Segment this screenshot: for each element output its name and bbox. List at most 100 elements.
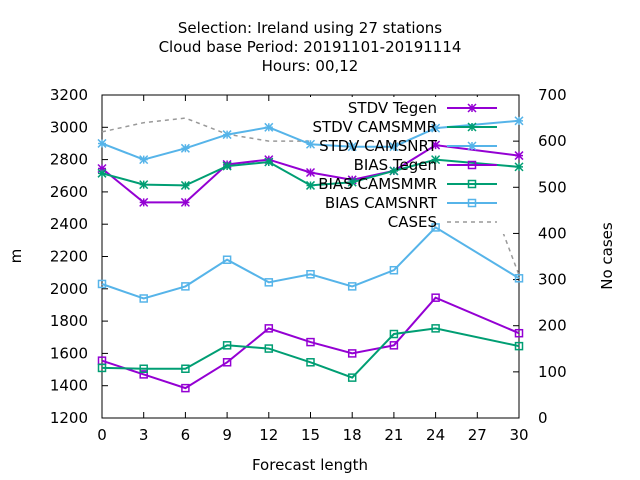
- legend-label-stdv-tegen: STDV Tegen: [348, 99, 437, 117]
- axis-ticks: 0 3 6 9 12 15 18 21 24 27 30 1200 1400 1600 1800 2000 22…: [50, 86, 567, 444]
- data-point-stdv-camsmmr: [431, 155, 441, 165]
- series-bias-camsmmr: [97, 324, 524, 382]
- y-tick-label: 3000: [50, 118, 88, 136]
- x-tick-label: 27: [468, 426, 487, 444]
- series-line-stdv-camsnrt: [101, 119, 520, 161]
- y2-tick-label: 400: [538, 224, 567, 242]
- data-point-bias-camsmmr: [97, 363, 107, 373]
- data-point-bias-camsmmr: [264, 344, 274, 353]
- series-stdv-camsnrt: [97, 116, 524, 165]
- data-point-bias-tegen: [264, 324, 274, 333]
- data-point-bias-camsnrt: [431, 223, 440, 232]
- x-tick-label: 3: [139, 426, 149, 444]
- y2-tick-label: 700: [538, 86, 567, 104]
- y2-tick-label: 600: [538, 132, 567, 150]
- data-point-stdv-camsmmr: [347, 177, 357, 187]
- series-bias-tegen: [97, 293, 524, 393]
- x-tick-label: 30: [509, 426, 528, 444]
- series-layer: [97, 97, 524, 393]
- legend-marker-bias-camsnrt: [467, 198, 477, 208]
- y2-tick-label: 500: [538, 178, 567, 196]
- data-point-stdv-camsnrt: [97, 138, 107, 148]
- data-point-bias-camsnrt: [97, 279, 107, 289]
- data-point-stdv-camsmmr: [389, 166, 399, 176]
- data-point-bias-camsmmr: [389, 329, 399, 339]
- x-tick-label: 0: [97, 426, 107, 444]
- legend-label-bias-camsnrt: BIAS CAMSNRT: [325, 194, 438, 212]
- data-point-stdv-camsmmr: [305, 180, 316, 190]
- data-point-stdv-camsnrt: [264, 122, 274, 132]
- data-point-bias-camsnrt: [306, 270, 315, 279]
- x-tick-label: 12: [259, 426, 278, 444]
- title-line-1: Selection: Ireland using 27 stations: [178, 19, 442, 37]
- y-tick-label: 1800: [50, 312, 88, 330]
- series-line-bias-camsmmr: [101, 327, 520, 379]
- data-point-stdv-camsnrt: [180, 143, 190, 153]
- data-point-stdv-camsmmr: [264, 157, 274, 167]
- legend-label-stdv-camsmmr: STDV CAMSMMR: [312, 118, 437, 136]
- legend-marker-stdv-tegen: [467, 103, 477, 113]
- y2-tick-label: 300: [538, 271, 567, 289]
- y-tick-label: 2400: [50, 215, 88, 233]
- data-point-bias-camsmmr: [181, 364, 190, 373]
- y-axis-label: m: [7, 249, 25, 264]
- y-tick-label: 3200: [50, 86, 88, 104]
- data-point-stdv-camsmmr: [180, 180, 190, 190]
- data-point-stdv-camsnrt: [222, 130, 232, 140]
- x-tick-label: 18: [343, 426, 362, 444]
- y-tick-label: 2200: [50, 248, 88, 266]
- y-tick-label: 2800: [50, 151, 88, 169]
- data-point-bias-camsmmr: [431, 324, 440, 333]
- x-tick-label: 6: [181, 426, 191, 444]
- x-tick-label: 15: [301, 426, 320, 444]
- data-point-bias-tegen: [431, 293, 440, 302]
- series-line-stdv-camsmmr: [101, 158, 520, 187]
- x-tick-label: 9: [222, 426, 232, 444]
- legend-marker-stdv-camsnrt: [467, 141, 477, 151]
- data-point-stdv-camsnrt: [389, 142, 399, 152]
- data-point-bias-tegen: [347, 349, 357, 358]
- data-point-bias-camsnrt: [514, 274, 524, 283]
- data-point-stdv-tegen: [180, 197, 190, 207]
- data-point-bias-tegen: [514, 328, 524, 338]
- data-point-bias-tegen: [306, 337, 315, 347]
- x-tick-label: 24: [426, 426, 445, 444]
- y-tick-label: 2600: [50, 183, 88, 201]
- data-point-bias-camsnrt: [347, 282, 357, 291]
- data-point-bias-tegen: [181, 383, 190, 393]
- x-tick-label: 21: [384, 426, 403, 444]
- data-point-bias-camsmmr: [347, 373, 357, 382]
- data-point-stdv-camsnrt: [431, 123, 441, 133]
- chart-title: Selection: Ireland using 27 stations Clo…: [159, 19, 462, 75]
- data-point-stdv-camsnrt: [305, 139, 316, 149]
- data-point-stdv-camsmmr: [97, 168, 107, 178]
- data-point-bias-camsnrt: [181, 282, 190, 291]
- legend-marker-bias-tegen: [467, 160, 477, 170]
- legend-label-bias-camsmmr: BIAS CAMSMMR: [318, 175, 437, 193]
- data-point-bias-tegen: [139, 370, 148, 379]
- y-tick-label: 1600: [50, 344, 88, 362]
- data-point-bias-camsnrt: [264, 278, 274, 287]
- data-point-bias-camsmmr: [222, 341, 232, 350]
- data-point-bias-tegen: [389, 341, 399, 350]
- title-line-2: Cloud base Period: 20191101-20191114: [159, 38, 462, 56]
- data-point-bias-camsnrt: [222, 255, 232, 264]
- data-point-bias-camsnrt: [389, 265, 399, 275]
- data-point-stdv-tegen: [97, 163, 107, 174]
- y-tick-label: 1400: [50, 377, 88, 395]
- data-point-bias-tegen: [222, 358, 232, 367]
- data-point-stdv-camsnrt: [347, 142, 357, 152]
- data-point-stdv-tegen: [431, 140, 441, 150]
- data-point-stdv-camsmmr: [222, 161, 232, 171]
- data-point-stdv-tegen: [139, 197, 149, 207]
- legend-marker-bias-camsmmr: [467, 179, 477, 189]
- y2-tick-label: 200: [538, 317, 567, 335]
- legend-label-bias-tegen: BIAS Tegen: [354, 156, 437, 174]
- legend-marker-stdv-camsmmr: [467, 122, 477, 132]
- y2-tick-label: 100: [538, 363, 567, 381]
- data-point-stdv-tegen: [305, 167, 316, 178]
- y-tick-label: 1200: [50, 409, 88, 427]
- legend-label-stdv-camsnrt: STDV CAMSNRT: [319, 137, 438, 155]
- y-tick-label: 2000: [50, 280, 88, 298]
